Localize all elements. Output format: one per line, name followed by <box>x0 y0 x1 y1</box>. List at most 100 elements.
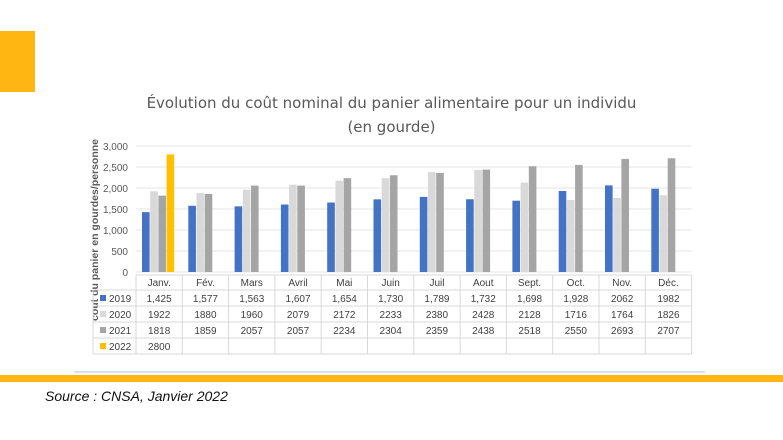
bar-2020-Janv. <box>150 191 158 272</box>
bar-2020-Avril <box>289 184 297 272</box>
bar-2021-Nov. <box>621 158 629 272</box>
bar-2019-Sept. <box>512 200 520 272</box>
bar-2020-Nov. <box>613 197 621 272</box>
table-cell: 2428 <box>472 310 495 321</box>
bar-2020-Fév. <box>196 193 205 272</box>
table-cell: 1,730 <box>378 294 403 305</box>
table-cell: 2438 <box>472 326 495 337</box>
table-cell: 2062 <box>611 294 634 305</box>
y-tick-label: 1,000 <box>103 226 128 237</box>
y-tick-label: 2,500 <box>103 163 128 174</box>
table-cell: 1880 <box>194 310 217 321</box>
bar-2021-Aout <box>482 169 491 272</box>
legend-key-2019 <box>100 295 106 301</box>
y-tick-label: 2,000 <box>103 184 128 195</box>
source-note: Source : CNSA, Janvier 2022 <box>45 388 228 404</box>
table-cell: 1,732 <box>471 294 496 305</box>
x-tick-label: Fév. <box>196 278 215 289</box>
table-cell: 2057 <box>241 326 264 337</box>
bar-2021-Juil <box>436 172 444 272</box>
accent-block <box>0 31 35 92</box>
table-cell: 2800 <box>148 342 171 353</box>
accent-bar <box>0 375 783 382</box>
bar-2021-Fév. <box>204 193 213 272</box>
table-cell: 2304 <box>380 326 403 337</box>
table-cell: 2693 <box>611 326 634 337</box>
bar-2019-Oct. <box>558 191 567 272</box>
bar-2021-Juin <box>389 175 398 272</box>
bar-2020-Sept. <box>520 182 529 272</box>
table-cell: 1818 <box>148 326 171 337</box>
legend-key-2020 <box>100 311 106 317</box>
legend-label: 2022 <box>109 342 132 353</box>
table-cell: 1,425 <box>147 294 172 305</box>
table-cell: 2128 <box>518 310 541 321</box>
divider <box>74 371 705 373</box>
table-cell: 2707 <box>657 326 680 337</box>
bar-2020-Mars <box>242 189 251 272</box>
bar-2021-Mai <box>343 178 352 272</box>
bar-2021-Avril <box>297 185 305 272</box>
table-cell: 2079 <box>287 310 310 321</box>
bar-2019-Juin <box>373 199 382 272</box>
table-cell: 2550 <box>565 326 588 337</box>
table-cell: 1764 <box>611 310 634 321</box>
table-cell: 1,654 <box>332 294 357 305</box>
chart-subtitle: (en gourde) <box>347 118 436 136</box>
legend-label: 2020 <box>109 310 132 321</box>
y-tick-label: 0 <box>122 268 128 279</box>
legend-key-2022 <box>100 343 106 349</box>
bar-2019-Déc. <box>651 188 659 272</box>
bar-2021-Sept. <box>528 166 537 272</box>
bar-2021-Mars <box>251 185 259 272</box>
y-tick-label: 500 <box>111 247 128 258</box>
table-cell: 1826 <box>657 310 680 321</box>
bar-2021-Janv. <box>158 195 166 272</box>
y-tick-label: 3,000 <box>103 142 128 153</box>
x-tick-label: Janv. <box>148 278 171 289</box>
x-tick-label: Sept. <box>518 278 541 289</box>
y-axis-label: cout du panier en gourdes/personne <box>89 139 101 321</box>
table-cell: 2359 <box>426 326 449 337</box>
table-cell: 2380 <box>426 310 449 321</box>
legend-key-2021 <box>100 327 106 333</box>
bar-2019-Mars <box>234 206 243 272</box>
bar-2019-Mai <box>327 202 335 272</box>
table-cell: 1716 <box>565 310 588 321</box>
bar-2019-Fév. <box>188 205 196 272</box>
x-tick-label: Mai <box>336 278 352 289</box>
table-cell: 2172 <box>333 310 356 321</box>
bar-2021-Déc. <box>667 158 676 272</box>
bar-2019-Janv. <box>142 212 150 272</box>
table-cell: 1,928 <box>563 294 588 305</box>
bar-2020-Mai <box>335 180 343 272</box>
bar-2020-Aout <box>474 170 482 272</box>
table-cell: 1982 <box>657 294 680 305</box>
x-tick-label: Avril <box>288 278 307 289</box>
x-tick-label: Mars <box>241 278 263 289</box>
table-cell: 1,563 <box>239 294 264 305</box>
table-cell: 1,577 <box>193 294 218 305</box>
legend-label: 2021 <box>109 326 132 337</box>
table-cell: 1922 <box>148 310 171 321</box>
chart-title: Évolution du coût nominal du panier alim… <box>146 94 637 112</box>
bar-2019-Nov. <box>605 185 613 272</box>
bar-2020-Juin <box>381 178 390 272</box>
x-tick-label: Aout <box>473 278 494 289</box>
table-cell: 1859 <box>194 326 217 337</box>
x-tick-label: Déc. <box>658 278 679 289</box>
y-tick-label: 1,500 <box>103 205 128 216</box>
table-cell: 1960 <box>241 310 264 321</box>
bar-2019-Aout <box>466 199 474 272</box>
table-cell: 2518 <box>518 326 541 337</box>
table-cell: 1,789 <box>424 294 449 305</box>
bar-2022-Janv. <box>166 154 175 272</box>
table-cell: 1,698 <box>517 294 542 305</box>
table-cell: 2057 <box>287 326 310 337</box>
table-cell: 1,607 <box>286 294 311 305</box>
bar-2019-Juil <box>419 196 428 272</box>
bar-2020-Juil <box>428 172 436 272</box>
table-cell: 2233 <box>380 310 403 321</box>
bar-2019-Avril <box>280 204 289 272</box>
